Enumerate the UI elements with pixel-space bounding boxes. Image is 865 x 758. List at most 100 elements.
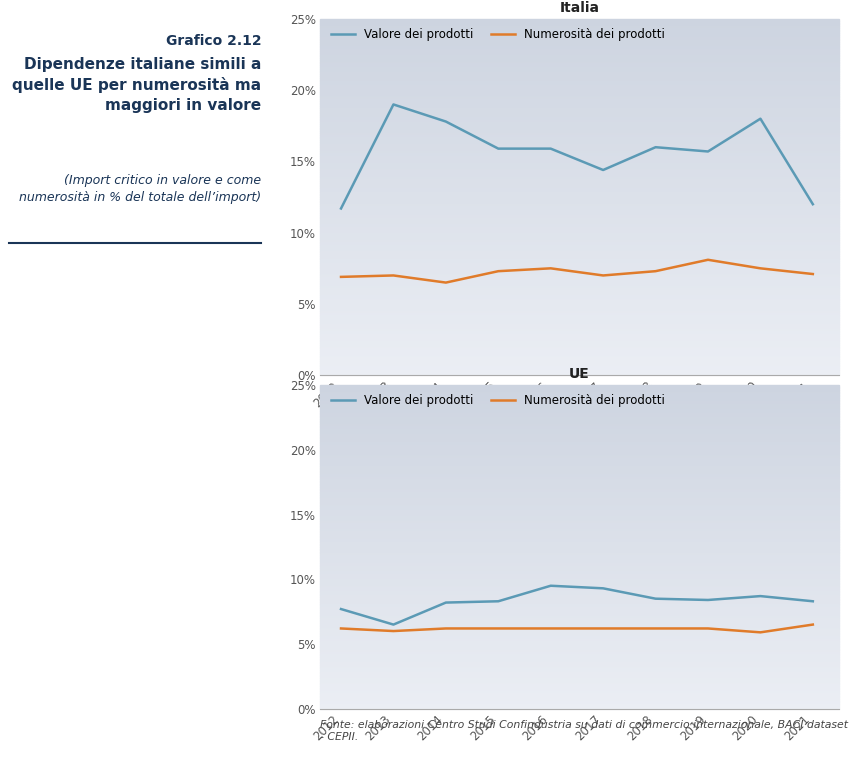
Bar	[320, 20, 839, 23]
Bar	[320, 440, 839, 442]
Bar	[320, 146, 839, 147]
Bar	[320, 506, 839, 508]
Bar	[320, 688, 839, 689]
Bar	[320, 442, 839, 443]
Bar	[320, 272, 839, 274]
Bar	[320, 398, 839, 399]
Bar	[320, 61, 839, 64]
Bar	[320, 226, 839, 227]
Bar	[320, 639, 839, 641]
Bar	[320, 358, 839, 359]
Bar	[320, 641, 839, 642]
Bar	[320, 218, 839, 221]
Bar	[320, 553, 839, 555]
Bar	[320, 529, 839, 531]
Bar	[320, 268, 839, 270]
Bar	[320, 121, 839, 122]
Bar	[320, 135, 839, 136]
Bar	[320, 85, 839, 86]
Bar	[320, 493, 839, 495]
Bar	[320, 102, 839, 105]
Bar	[320, 124, 839, 126]
Bar	[320, 539, 839, 540]
Bar	[320, 540, 839, 542]
Bar	[320, 525, 839, 526]
Bar	[320, 374, 839, 375]
Bar	[320, 23, 839, 24]
Bar	[320, 637, 839, 639]
Bar	[320, 217, 839, 218]
Bar	[320, 304, 839, 305]
Bar	[320, 431, 839, 432]
Bar	[320, 465, 839, 466]
Bar	[320, 92, 839, 94]
Bar	[320, 620, 839, 622]
Bar	[320, 594, 839, 596]
Bar	[320, 665, 839, 666]
Bar	[320, 500, 839, 502]
Bar	[320, 202, 839, 204]
Bar	[320, 636, 839, 637]
Bar	[320, 165, 839, 167]
Bar	[320, 275, 839, 277]
Bar	[320, 613, 839, 615]
Bar	[320, 438, 839, 440]
Bar	[320, 90, 839, 92]
Bar	[320, 589, 839, 590]
Bar	[320, 288, 839, 290]
Bar	[320, 618, 839, 620]
Bar	[320, 706, 839, 707]
Bar	[320, 70, 839, 73]
Bar	[320, 579, 839, 581]
Bar	[320, 707, 839, 709]
Bar	[320, 610, 839, 612]
Bar	[320, 55, 839, 56]
Bar	[320, 89, 839, 90]
Bar	[320, 392, 839, 393]
Bar	[320, 609, 839, 610]
Bar	[320, 672, 839, 673]
Bar	[320, 532, 839, 534]
Bar	[320, 414, 839, 416]
Bar	[320, 180, 839, 181]
Bar	[320, 45, 839, 48]
Bar	[320, 293, 839, 295]
Bar	[320, 393, 839, 395]
Bar	[320, 673, 839, 675]
Bar	[320, 416, 839, 418]
Bar	[320, 324, 839, 325]
Bar	[320, 161, 839, 163]
Bar	[320, 578, 839, 579]
Bar	[320, 80, 839, 81]
Bar	[320, 490, 839, 492]
Bar	[320, 197, 839, 199]
Bar	[320, 19, 839, 20]
Bar	[320, 496, 839, 498]
Bar	[320, 484, 839, 485]
Bar	[320, 452, 839, 453]
Bar	[320, 576, 839, 578]
Bar	[320, 286, 839, 288]
Bar	[320, 224, 839, 226]
Bar	[320, 174, 839, 176]
Bar	[320, 201, 839, 202]
Bar	[320, 424, 839, 425]
Bar	[320, 616, 839, 618]
Text: (Import critico in valore e come
numerosità in % del totale dell’import): (Import critico in valore e come numeros…	[19, 174, 261, 205]
Bar	[320, 313, 839, 315]
Bar	[320, 485, 839, 487]
Bar	[320, 681, 839, 683]
Legend: Valore dei prodotti, Numerosità dei prodotti: Valore dei prodotti, Numerosità dei prod…	[331, 28, 665, 42]
Bar	[320, 359, 839, 361]
Bar	[320, 683, 839, 684]
Bar	[320, 156, 839, 158]
Bar	[320, 196, 839, 197]
Bar	[320, 177, 839, 180]
Bar	[320, 305, 839, 308]
Bar	[320, 127, 839, 130]
Bar	[320, 366, 839, 368]
Bar	[320, 297, 839, 299]
Bar	[320, 566, 839, 568]
Bar	[320, 279, 839, 280]
Bar	[320, 299, 839, 300]
